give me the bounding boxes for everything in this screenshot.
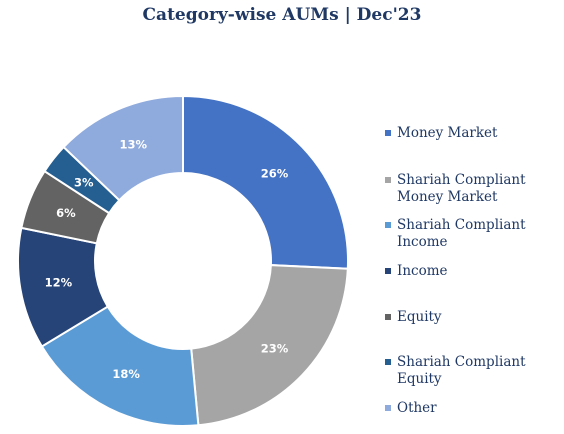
legend-label-line2: Equity: [397, 371, 442, 387]
legend-label-line2: Income: [397, 234, 448, 250]
legend-label-line1: Income: [397, 263, 448, 279]
slice-label: 12%: [45, 276, 73, 290]
legend-label-line1: Shariah Compliant: [397, 217, 526, 233]
slice-labels: 26% 23% 18% 12% 6% 3% 13%: [45, 138, 289, 381]
legend-swatch: [385, 222, 391, 228]
donut-slice-other: [62, 94, 184, 202]
legend-swatch: [385, 130, 391, 136]
legend-label-line1: Equity: [397, 309, 442, 325]
donut-slices: [17, 94, 349, 427]
slice-label: 3%: [74, 176, 94, 190]
donut-slice-shariah-compliant-money-market: [190, 264, 349, 427]
legend-swatch: [385, 359, 391, 365]
legend-label-line2: Money Market: [397, 189, 498, 205]
donut-slice-shariah-compliant-income: [40, 305, 200, 427]
legend-swatch: [385, 177, 391, 183]
legend-label-line1: Shariah Compliant: [397, 354, 526, 370]
slice-label: 13%: [119, 138, 147, 152]
legend-label-line1: Shariah Compliant: [397, 172, 526, 188]
slice-label: 23%: [261, 341, 289, 355]
legend-swatch: [385, 268, 391, 274]
chart-title: Category-wise AUMs | Dec'23: [142, 5, 422, 25]
legend-label-line1: Money Market: [397, 125, 498, 141]
donut-slice-money-market: [182, 94, 349, 270]
legend-swatch: [385, 314, 391, 320]
legend-swatch: [385, 405, 391, 411]
slice-label: 18%: [112, 367, 140, 381]
slice-label: 6%: [56, 206, 76, 220]
legend-label-line1: Other: [397, 400, 437, 416]
slice-label: 26%: [261, 167, 289, 181]
